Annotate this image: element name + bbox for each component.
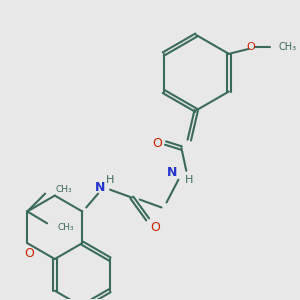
Text: O: O [153,136,163,150]
Text: N: N [95,181,105,194]
Text: N: N [167,166,178,179]
Text: O: O [151,221,160,234]
Text: CH₃: CH₃ [278,42,296,52]
Text: O: O [24,247,34,260]
Text: O: O [246,42,255,52]
Text: H: H [106,175,114,185]
Text: CH₃: CH₃ [57,223,74,232]
Text: CH₃: CH₃ [55,185,72,194]
Text: H: H [185,175,194,185]
